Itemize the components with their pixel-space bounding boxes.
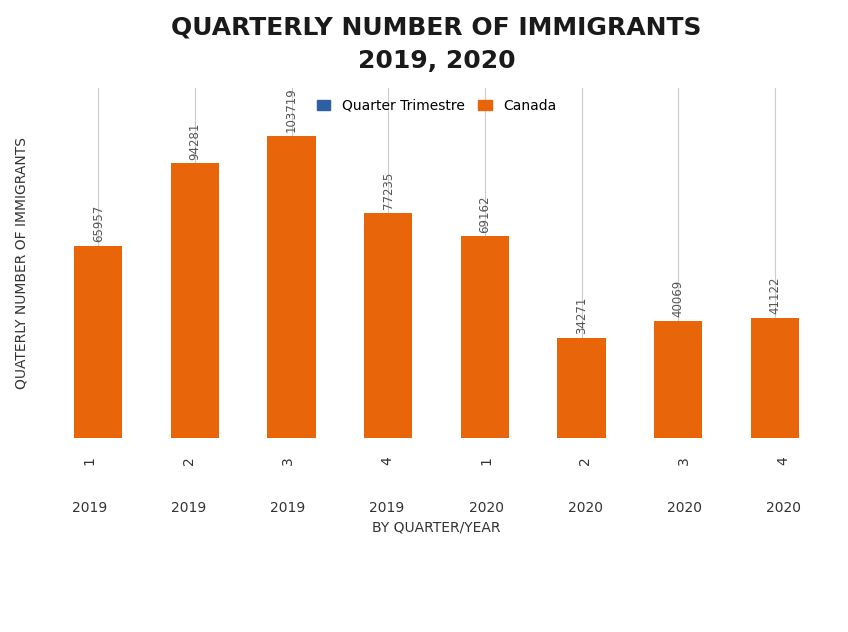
Text: 2019: 2019	[72, 501, 108, 514]
Text: 2019: 2019	[171, 501, 206, 514]
Bar	[267, 136, 315, 437]
Bar	[460, 236, 509, 437]
Title: QUARTERLY NUMBER OF IMMIGRANTS
2019, 2020: QUARTERLY NUMBER OF IMMIGRANTS 2019, 202…	[171, 15, 702, 73]
Text: 2020: 2020	[766, 501, 801, 514]
Bar	[750, 318, 799, 437]
Text: 40069: 40069	[672, 280, 685, 317]
Text: 2: 2	[181, 456, 196, 465]
Bar	[654, 321, 702, 437]
Text: 2019: 2019	[271, 501, 305, 514]
Text: 69162: 69162	[478, 195, 491, 233]
Text: 2019: 2019	[370, 501, 404, 514]
Text: 3: 3	[281, 456, 295, 465]
Text: 2020: 2020	[469, 501, 504, 514]
Bar	[364, 213, 412, 437]
Text: 103719: 103719	[285, 87, 298, 132]
Text: 2020: 2020	[667, 501, 702, 514]
Bar	[74, 246, 122, 437]
Text: 1: 1	[479, 456, 493, 465]
Text: 4: 4	[380, 456, 394, 465]
Text: 2020: 2020	[567, 501, 603, 514]
Text: 94281: 94281	[188, 123, 201, 160]
Text: 2: 2	[578, 456, 592, 465]
Bar	[557, 337, 605, 437]
Text: 4: 4	[777, 456, 790, 465]
Text: 3: 3	[678, 456, 691, 465]
X-axis label: BY QUARTER/YEAR: BY QUARTER/YEAR	[372, 521, 501, 535]
Text: 65957: 65957	[92, 205, 104, 242]
Text: 1: 1	[82, 456, 97, 465]
Text: 77235: 77235	[382, 172, 394, 209]
Bar	[170, 163, 219, 437]
Text: 41122: 41122	[768, 277, 782, 314]
Y-axis label: QUATERLY NUMBER OF IMMIGRANTS: QUATERLY NUMBER OF IMMIGRANTS	[15, 137, 29, 389]
Text: 34271: 34271	[575, 297, 589, 334]
Legend: Quarter Trimestre, Canada: Quarter Trimestre, Canada	[310, 92, 564, 119]
